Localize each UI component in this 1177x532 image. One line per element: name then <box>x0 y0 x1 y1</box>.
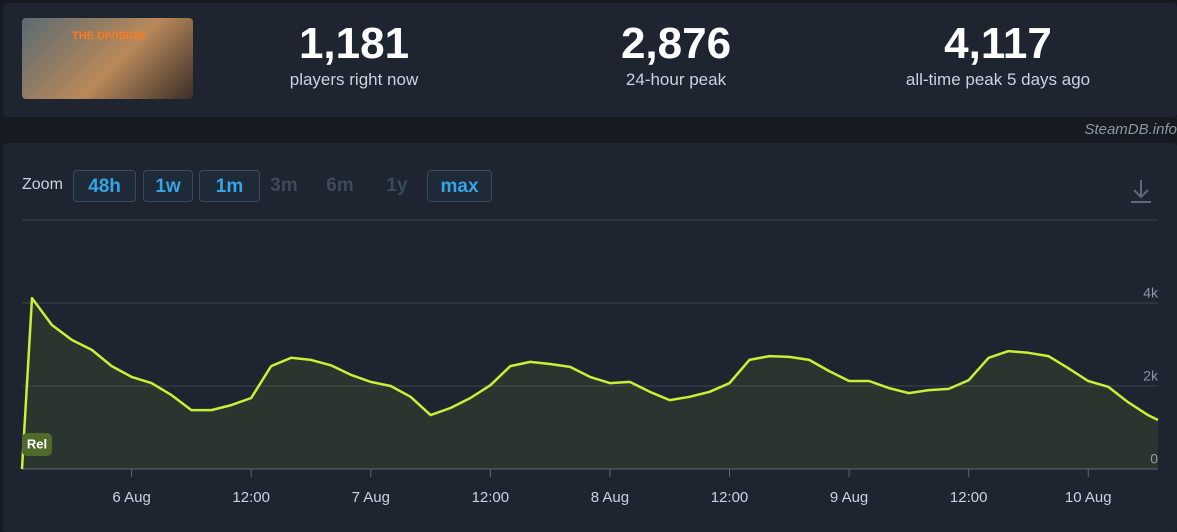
x-tick-label: 10 Aug <box>1065 489 1112 506</box>
zoom-button[interactable]: max <box>427 170 492 202</box>
line-area <box>22 298 1158 469</box>
game-thumbnail: THE DIVISION <box>22 18 193 99</box>
x-tick-label: 12:00 <box>232 489 270 506</box>
x-tick-label: 12:00 <box>711 489 749 506</box>
badge <box>22 433 52 456</box>
zoom-button[interactable]: 48h <box>73 170 136 202</box>
x-tick-label: 9 Aug <box>830 489 868 506</box>
stats-panel <box>3 3 1177 117</box>
stat-label: all-time peak 5 days ago <box>905 70 1091 89</box>
thumbnail-text: THE DIVISION <box>72 30 146 42</box>
x-tick-label: 12:00 <box>950 489 988 506</box>
stat: 2,876 24-hour peak <box>526 18 826 90</box>
badge-text: Rel <box>27 436 47 451</box>
stat-label: players right now <box>289 70 419 89</box>
y-tick-label: 0 <box>1150 451 1158 467</box>
stat: 4,117 all-time peak 5 days ago <box>848 18 1148 90</box>
download-icon[interactable] <box>1131 180 1151 203</box>
zoom-button: 1y <box>386 175 408 196</box>
zoom-button[interactable]: 1w <box>143 170 193 202</box>
y-tick-label: 2k <box>1143 368 1159 384</box>
stat: 1,181 players right now <box>204 18 504 90</box>
source[interactable]: SteamDB.info <box>1084 121 1177 138</box>
stat-value: 1,181 <box>298 19 410 68</box>
x-tick-label: 7 Aug <box>352 489 390 506</box>
zoom-button: 6m <box>326 175 354 196</box>
stat-value: 4,117 <box>944 19 1052 68</box>
x-tick-label: 8 Aug <box>591 489 629 506</box>
stat-label: 24-hour peak <box>625 70 727 89</box>
line <box>20 296 1159 470</box>
zoom-button: 3m <box>270 175 298 196</box>
y-tick-label: 4k <box>1143 285 1159 301</box>
zoom-label: Zoom <box>22 176 63 193</box>
zoom-button[interactable]: 1m <box>199 170 260 202</box>
x-tick-label: 6 Aug <box>112 489 150 506</box>
stat-value: 2,876 <box>620 19 732 68</box>
x-tick-label: 12:00 <box>472 489 510 506</box>
chart-panel <box>3 143 1177 532</box>
